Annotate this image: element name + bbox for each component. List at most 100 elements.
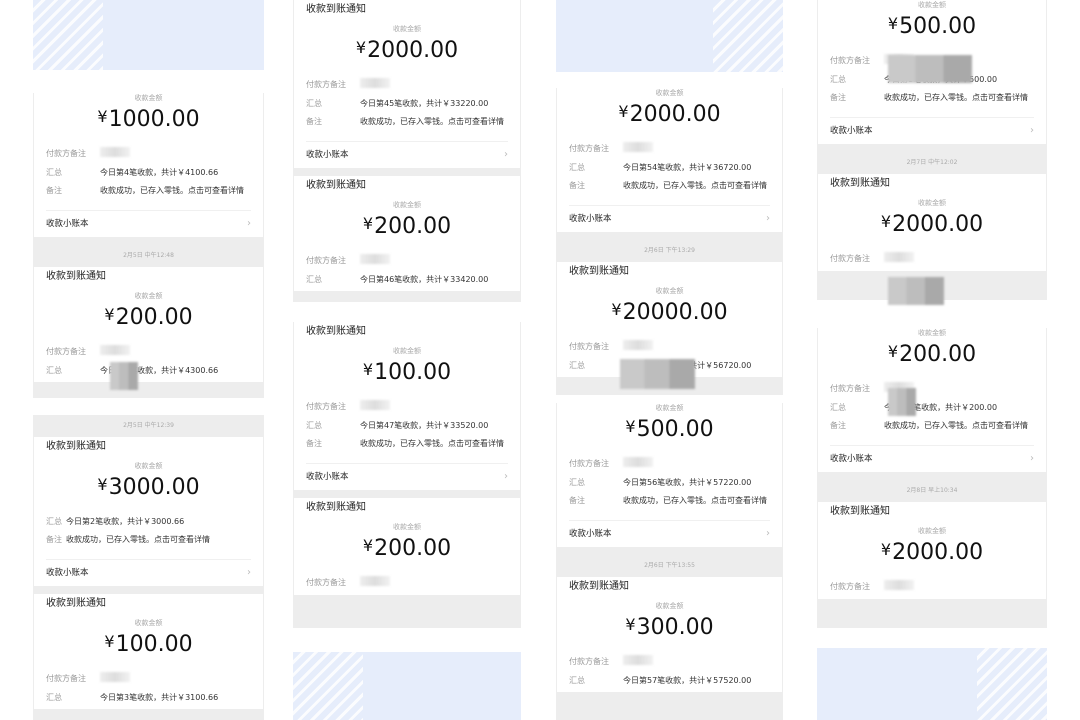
- ledger-link[interactable]: 收款小账本 ›: [569, 520, 770, 547]
- mosaic-redaction: [888, 55, 972, 83]
- row-label: 备注: [46, 186, 62, 195]
- ledger-link[interactable]: 收款小账本 ›: [46, 210, 251, 237]
- row-value: [100, 672, 251, 686]
- chevron-right-icon: ›: [504, 149, 508, 160]
- chevron-right-icon: ›: [766, 213, 770, 224]
- amount-number: 200.00: [374, 536, 452, 561]
- amount-value: ¥200.00: [306, 210, 508, 239]
- summary-row: 汇总 今日第5笔收款，共计￥4300.66: [46, 364, 251, 382]
- chat-screenshot-panel: 收款金额¥500.00付款方备注汇总今日第1笔收款，共计￥500.00备注收款成…: [817, 0, 1047, 300]
- chat-screenshot-panel: 收款金额 ¥2000.00 付款方备注 汇总 今日第54笔收款，共计￥36720.00 备…: [556, 88, 783, 395]
- amount-value: ¥2000.00: [306, 34, 508, 63]
- currency-symbol: ¥: [97, 475, 108, 494]
- payer-note-row: 付款方备注: [569, 142, 770, 161]
- amount-number: 3000.00: [108, 475, 200, 500]
- summary-row: 汇总 今日第56笔收款，共计￥57220.00: [569, 476, 770, 494]
- payment-notification-card[interactable]: 收款到账通知 收款金额 ¥2000.00 付款方备注: [818, 174, 1046, 271]
- chat-screenshot-panel: 收款金额 ¥500.00 付款方备注 汇总 今日第56笔收款，共计￥57220.00 备注…: [556, 403, 783, 720]
- row-label: 备注: [306, 439, 322, 448]
- row-value: 今日第46笔收款，共计￥33420.00: [360, 275, 489, 284]
- ledger-link[interactable]: 收款小账本 ›: [830, 445, 1034, 472]
- ledger-link[interactable]: 收款小账本 ›: [306, 463, 508, 490]
- image-placeholder: [817, 648, 1047, 720]
- ledger-label: 收款小账本: [306, 472, 349, 482]
- detail-rows: 付款方备注 汇总 今日第5笔收款，共计￥4300.66: [46, 345, 251, 382]
- row-value: [360, 400, 508, 414]
- payment-notification-card[interactable]: 收款到账通知 收款金额 ¥300.00 付款方备注 汇总 今日第57笔收款，共计￥5752…: [557, 577, 782, 692]
- ledger-label: 收款小账本: [569, 214, 612, 224]
- payment-notification-card[interactable]: 收款到账通知 收款金额 ¥100.00 付款方备注 汇总 今日第3笔收款，共计￥3100.…: [34, 594, 263, 709]
- amount-value: ¥3000.00: [46, 471, 251, 500]
- amount-number: 500.00: [636, 417, 714, 442]
- row-label: 付款方备注: [46, 149, 86, 158]
- row-label: 付款方备注: [830, 582, 870, 591]
- row-label: 汇总: [569, 478, 585, 487]
- redacted-value: [100, 345, 130, 355]
- summary-row: 汇总 今日第54笔收款，共计￥36720.00: [569, 161, 770, 179]
- detail-rows: 付款方备注 汇总 今日第46笔收款，共计￥33420.00: [306, 254, 508, 291]
- payment-notification-card[interactable]: 收款到账通知 收款金额 ¥200.00 付款方备注: [294, 498, 520, 595]
- payment-notification-card[interactable]: 收款金额 ¥2000.00 付款方备注 汇总 今日第54笔收款，共计￥36720.00 备…: [557, 88, 782, 232]
- amount-label: 收款金额: [393, 347, 421, 355]
- redacted-value: [884, 382, 914, 392]
- payment-notification-card[interactable]: 收款金额 ¥1000.00 付款方备注 汇总 今日第4笔收款，共计￥4100.66 备注收…: [34, 93, 263, 237]
- stripes-decoration: [33, 0, 103, 70]
- summary-row: 汇总 今日第47笔收款，共计￥33520.00: [306, 419, 508, 437]
- payment-notification-card[interactable]: 收款到账通知 收款金额 ¥200.00 付款方备注 汇总 今日第5笔收款，共计￥4300.…: [34, 267, 263, 382]
- ledger-link[interactable]: 收款小账本 ›: [830, 117, 1034, 144]
- row-label: 付款方备注: [569, 342, 609, 351]
- payment-notification-card[interactable]: 收款到账通知 收款金额 ¥3000.00 汇总 今日第2笔收款，共计￥3000.66 备注…: [34, 437, 263, 586]
- mosaic-redaction: [620, 359, 695, 389]
- amount-number: 500.00: [899, 14, 977, 39]
- row-label: 付款方备注: [830, 56, 870, 65]
- payer-note-row: 付款方备注: [46, 147, 251, 166]
- payment-notification-card[interactable]: 收款到账通知 收款金额 ¥100.00 付款方备注 汇总 今日第47笔收款，共计￥3352…: [294, 322, 520, 490]
- stripes-decoration: [713, 0, 783, 72]
- detail-rows: 付款方备注: [830, 580, 1034, 599]
- image-placeholder: [556, 0, 783, 72]
- payment-notification-card[interactable]: 收款到账通知 收款金额 ¥2000.00 付款方备注 汇总 今日第45笔收款，共计￥332…: [294, 0, 520, 168]
- payment-notification-card[interactable]: 收款到账通知 收款金额 ¥2000.00 付款方备注: [818, 502, 1046, 599]
- payer-note-row: 付款方备注: [306, 78, 508, 97]
- payer-note-row: 付款方备注: [46, 672, 251, 691]
- payment-notification-card[interactable]: 收款金额 ¥200.00 付款方备注 汇总 今日第1笔收款，共计￥200.00 备注 收款成…: [818, 328, 1046, 472]
- chevron-right-icon: ›: [504, 471, 508, 482]
- amount-number: 2000.00: [892, 212, 984, 237]
- ledger-link[interactable]: 收款小账本 ›: [569, 205, 770, 232]
- detail-rows: 付款方备注 汇总 今日第1笔收款，共计￥200.00 备注 收款成功，已存入零钱。点击可…: [830, 382, 1034, 437]
- message-list: 收款到账通知 收款金额 ¥2000.00 付款方备注 汇总 今日第45笔收款，共计￥332…: [293, 0, 521, 291]
- payment-notification-card[interactable]: 收款到账通知 收款金额 ¥200.00 付款方备注 汇总 今日第46笔收款，共计￥3342…: [294, 176, 520, 291]
- currency-symbol: ¥: [355, 38, 367, 57]
- row-label: 汇总: [569, 361, 585, 370]
- ledger-label: 收款小账本: [306, 150, 349, 160]
- row-value: 今日第54笔收款，共计￥36720.00: [623, 163, 752, 172]
- currency-symbol: ¥: [887, 342, 899, 361]
- row-value: [360, 254, 508, 268]
- row-value: [623, 655, 770, 669]
- detail-rows: 付款方备注 汇总 今日第57笔收款，共计￥57520.00: [569, 655, 770, 692]
- detail-rows: 付款方备注 汇总 今日第56笔收款，共计￥57220.00 备注 收款成功，已存入零钱。…: [569, 457, 770, 512]
- card-title: 收款到账通知: [306, 326, 366, 337]
- ledger-label: 收款小账本: [830, 126, 873, 136]
- row-label: 付款方备注: [830, 384, 870, 393]
- card-title: 收款到账通知: [306, 4, 366, 15]
- card-title: 收款到账通知: [569, 581, 629, 592]
- payment-notification-card[interactable]: 收款金额 ¥500.00 付款方备注 汇总 今日第56笔收款，共计￥57220.00 备注…: [557, 403, 782, 547]
- amount-number: 20000.00: [622, 300, 728, 325]
- stripes-decoration: [977, 648, 1047, 720]
- payment-notification-card[interactable]: 收款金额¥500.00付款方备注汇总今日第1笔收款，共计￥500.00备注收款成…: [818, 0, 1046, 144]
- currency-symbol: ¥: [880, 540, 892, 559]
- ledger-label: 收款小账本: [46, 219, 89, 229]
- message-list: 收款到账通知 收款金额 ¥100.00 付款方备注 汇总 今日第47笔收款，共计￥3352…: [293, 322, 521, 595]
- payer-note-row: 付款方备注: [569, 655, 770, 674]
- chevron-right-icon: ›: [247, 218, 251, 229]
- chevron-right-icon: ›: [247, 567, 251, 578]
- note-row: 备注 收款成功，已存入零钱。点击可查看详情: [46, 533, 251, 551]
- amount-label: 收款金额: [393, 25, 421, 33]
- currency-symbol: ¥: [362, 536, 374, 555]
- ledger-link[interactable]: 收款小账本 ›: [46, 559, 251, 586]
- amount-label: 收款金额: [918, 199, 946, 207]
- ledger-link[interactable]: 收款小账本 ›: [306, 141, 508, 168]
- note-row: 备注 收款成功，已存入零钱。点击可查看详情: [830, 419, 1034, 437]
- row-label: 汇总: [46, 366, 62, 375]
